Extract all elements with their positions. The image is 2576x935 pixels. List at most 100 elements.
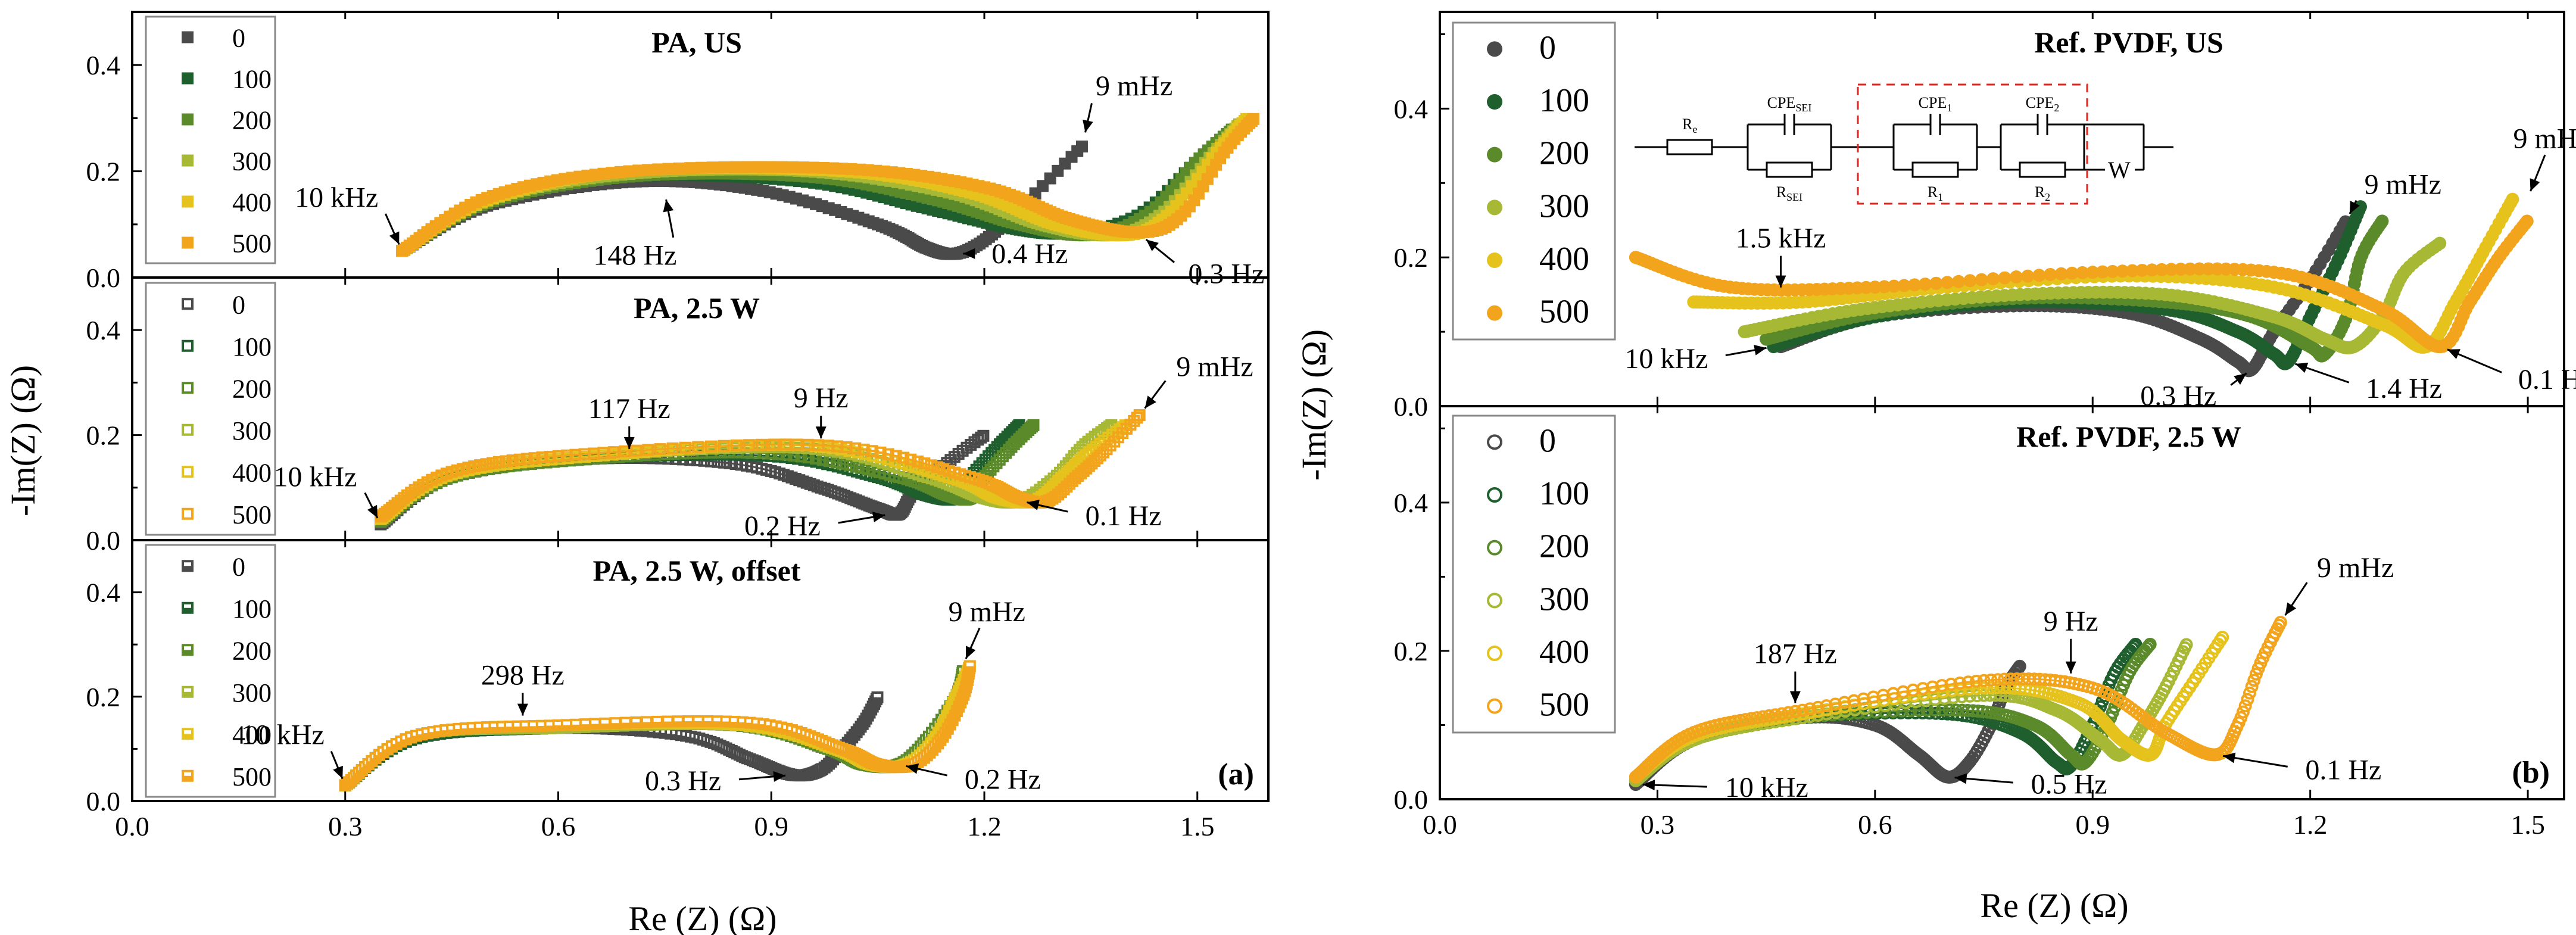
data-point-fill (673, 721, 683, 727)
y-tick-label: 0.2 (86, 420, 121, 451)
data-point-fill (703, 721, 713, 726)
annotation-arrowhead (1083, 119, 1093, 133)
x-tick-label: 0.3 (328, 811, 363, 842)
data-point (672, 715, 684, 728)
data-point-fill (693, 721, 703, 726)
y-tick-label: 0.0 (86, 263, 121, 293)
annotation-arrowhead (389, 231, 400, 245)
data-point (682, 715, 694, 728)
legend-label: 200 (232, 636, 272, 665)
data-point-fill (872, 697, 882, 703)
data-point (753, 161, 765, 173)
data-point (977, 429, 990, 442)
legend-marker-fill (183, 691, 192, 697)
data-point (570, 718, 582, 731)
annotation: 0.2 Hz (744, 510, 885, 542)
annotation: 9 mHz (949, 596, 1025, 659)
x-tick-label: 0.9 (754, 811, 789, 842)
legend-marker (182, 236, 194, 249)
data-point (818, 161, 830, 174)
legend-marker (182, 560, 194, 572)
series-group (396, 113, 1259, 260)
legend-marker (182, 601, 194, 614)
legend-marker (182, 769, 194, 782)
legend-marker-fill (183, 607, 192, 613)
data-point (673, 162, 685, 174)
data-point (1075, 141, 1088, 153)
y-tick-label: 0.4 (86, 578, 121, 608)
legend-label: 100 (232, 65, 272, 94)
data-point (764, 161, 776, 173)
legend-marker (182, 195, 194, 208)
series-500 (396, 113, 1259, 257)
x-tick-label: 1.2 (967, 811, 1002, 842)
data-point (589, 718, 601, 730)
data-point-fill (663, 721, 673, 727)
data-point-fill (600, 723, 610, 728)
annotation: 0.3 Hz (1145, 239, 1264, 290)
annotation: 0.2 Hz (906, 763, 1041, 796)
legend-label: 300 (232, 678, 272, 708)
y-tick-label: 0.4 (86, 50, 121, 80)
data-point (963, 660, 976, 672)
annotation: 9 Hz (794, 382, 849, 439)
panel-title: PA, 2.5 W, offset (592, 554, 800, 587)
legend-label: 100 (232, 594, 272, 624)
annotation-label: 9 Hz (794, 382, 849, 414)
legend-label: 300 (232, 416, 272, 445)
x-tick-label: 1.5 (1180, 811, 1215, 842)
y-tick-label: 0.0 (86, 525, 121, 556)
series-group (1629, 192, 2534, 378)
data-point (692, 715, 704, 727)
annotation: 9 mHz (1144, 351, 1253, 409)
series-group (375, 409, 1146, 531)
data-point (623, 165, 635, 177)
annotation-label: 10 kHz (273, 462, 357, 493)
legend-box (145, 544, 276, 798)
legend-marker-fill (183, 650, 192, 655)
data-point (775, 161, 788, 173)
data-point-fill (620, 722, 631, 728)
data-point (641, 716, 653, 728)
data-point-fill (642, 722, 652, 727)
legend-label: 500 (232, 500, 272, 529)
data-point (797, 161, 809, 174)
annotation: 148 Hz (593, 199, 676, 271)
data-point (807, 161, 820, 174)
data-point (701, 715, 714, 727)
panel-title: PA, US (651, 26, 742, 59)
data-point-fill (631, 722, 641, 727)
data-point-fill (965, 666, 975, 671)
y-tick-label: 0.0 (1394, 391, 1429, 422)
data-point (662, 715, 674, 728)
legend-marker (182, 728, 194, 740)
legend-marker (182, 154, 194, 167)
annotation-label: 0.3 Hz (645, 765, 721, 797)
annotation-label: 117 Hz (588, 393, 670, 425)
legend-marker-fill (183, 734, 192, 739)
data-point-fill (610, 723, 620, 728)
data-point (698, 454, 710, 467)
data-point (609, 717, 622, 730)
data-point (871, 691, 884, 704)
data-point (695, 161, 707, 174)
legend-label: 500 (232, 762, 272, 791)
data-point (632, 164, 645, 177)
legend-box (145, 15, 276, 264)
annotation-label: 298 Hz (481, 660, 565, 691)
y-tick-label: 0.2 (86, 682, 121, 712)
legend-marker (182, 72, 194, 85)
data-point (741, 161, 753, 173)
panel-3: 0.00.20.40.0 0.3 0.6 0.9 1.2 1.5PA, 2.5 W, of… (86, 539, 1270, 842)
legend-label: 200 (232, 106, 272, 135)
data-point (718, 161, 731, 173)
annotation-arrowhead (517, 703, 528, 716)
data-point-fill (683, 721, 693, 727)
legend-label: 300 (232, 147, 272, 176)
data-point-fill (571, 724, 581, 730)
data-point-fill (590, 724, 600, 729)
